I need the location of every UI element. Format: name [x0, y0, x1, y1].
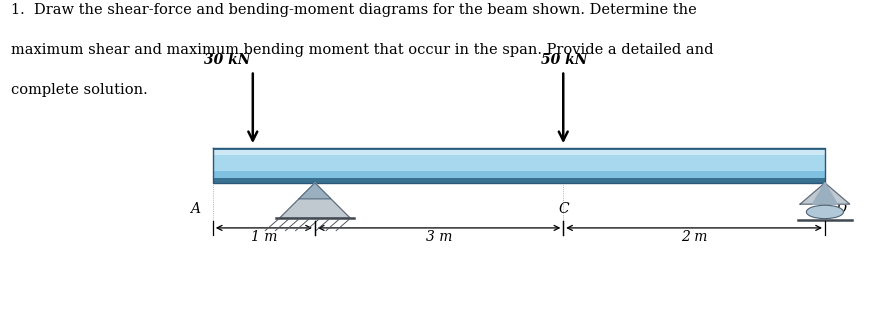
- Polygon shape: [799, 183, 849, 204]
- Text: B: B: [325, 202, 336, 216]
- Polygon shape: [299, 183, 330, 199]
- Text: complete solution.: complete solution.: [11, 83, 147, 98]
- Bar: [213, 171, 824, 178]
- Text: 3 m: 3 m: [425, 230, 452, 244]
- Polygon shape: [812, 183, 836, 204]
- Text: 2 m: 2 m: [680, 230, 706, 244]
- Circle shape: [805, 205, 843, 219]
- Bar: [213, 155, 824, 171]
- Text: maximum shear and maximum bending moment that occur in the span. Provide a detai: maximum shear and maximum bending moment…: [11, 43, 712, 57]
- Text: D: D: [835, 202, 846, 216]
- Text: 1 m: 1 m: [251, 230, 276, 244]
- Bar: [213, 178, 824, 183]
- Bar: [213, 148, 824, 150]
- Polygon shape: [279, 183, 350, 218]
- Bar: [213, 150, 824, 155]
- Text: 30 kN: 30 kN: [204, 53, 250, 67]
- Text: 1.  Draw the shear-force and bending-moment diagrams for the beam shown. Determi: 1. Draw the shear-force and bending-mome…: [11, 3, 696, 17]
- Text: C: C: [558, 202, 569, 216]
- Text: 50 kN: 50 kN: [540, 53, 587, 67]
- Text: A: A: [190, 202, 199, 216]
